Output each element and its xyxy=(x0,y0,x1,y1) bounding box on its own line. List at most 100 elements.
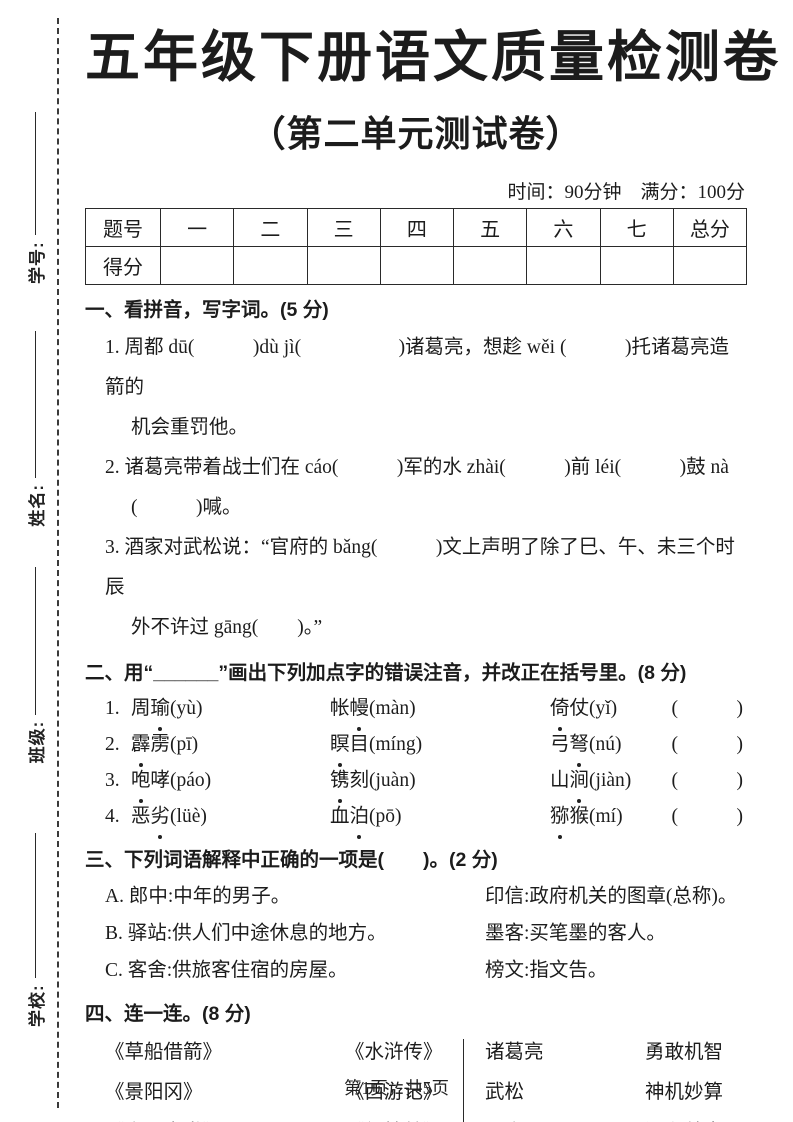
phonetic-row: 1. 周瑜(yù) 帐幔(màn) 倚仗(yǐ) ( ) xyxy=(85,691,747,727)
match-book[interactable]: 《红楼梦》 xyxy=(345,1113,485,1122)
term-cell: 2. 霹雳(pī) xyxy=(105,727,330,763)
question-item: 3. 酒家对武松说：“官府的 bǎng( )文上声明了除了巳、午、未三个时辰 外… xyxy=(85,528,747,648)
answer-blank[interactable]: ( ) xyxy=(671,806,744,828)
term-pre: 恶 xyxy=(131,806,151,828)
answer-blank[interactable]: ( ) xyxy=(671,734,744,756)
term-post: 雳(pī) xyxy=(150,734,199,756)
term-cell: 倚仗(yǐ) xyxy=(550,691,672,727)
vertical-divider xyxy=(463,1038,464,1122)
term-pre: 帐 xyxy=(330,698,350,720)
match-book[interactable]: 《西游记》 xyxy=(345,1081,443,1103)
student-id-label: 学号: xyxy=(27,241,47,284)
term-pre: 山 xyxy=(550,770,570,792)
term-pre: 弓 xyxy=(550,734,570,756)
match-character[interactable]: 武松 xyxy=(485,1081,525,1103)
score-cell[interactable] xyxy=(306,245,381,285)
score-row: 得分 xyxy=(85,245,748,285)
match-trait[interactable]: 温和善良 xyxy=(645,1113,747,1122)
school-field: 学校: xyxy=(23,763,48,1027)
dotted-char: 镌 xyxy=(330,763,350,799)
question-line: 机会重罚他。 xyxy=(131,416,249,438)
class-field: 班级: xyxy=(23,527,48,764)
student-info-rail: 学校: 班级: 姓名: 学号: xyxy=(0,0,70,1122)
name-blank-line[interactable] xyxy=(34,330,36,478)
section1-heading: 一、看拼音，写字词。(5 分) xyxy=(85,298,329,321)
question-line: ( )喊。 xyxy=(131,496,242,518)
matching-area: 《草船借箭》 《水浒传》 诸葛亮 勇敢机智 《景阳冈》 《西游记》 武松 神机妙… xyxy=(85,1033,747,1122)
score-cell[interactable] xyxy=(672,245,748,285)
page-number: 第1页，共5页 xyxy=(344,1078,449,1098)
term-post: 哮(páo) xyxy=(150,770,212,792)
item-number: 3. xyxy=(105,770,120,792)
match-title[interactable]: 《猴王出世》 xyxy=(105,1113,345,1122)
seal-dashed-line xyxy=(57,18,59,1108)
phonetic-row: 2. 霹雳(pī) 瞑目(míng) 弓弩(nú) ( ) xyxy=(85,727,747,763)
term-post: (pō) xyxy=(369,806,402,828)
choice-row: C. 客舍:供旅客住宿的房屋。 榜文:指文告。 xyxy=(85,952,747,989)
dotted-char: 咆 xyxy=(131,763,151,799)
term-cell: 猕猴(mí) xyxy=(550,799,672,835)
choice-row: B. 驿站:供人们中途休息的地方。 墨客:买笔墨的客人。 xyxy=(85,915,747,952)
term-cell: 山涧(jiàn) xyxy=(550,763,672,799)
term-post: (jiàn) xyxy=(589,770,632,792)
term-cell: 4. 恶劣(lüè) xyxy=(105,799,330,835)
paper-content: 五年级下册语文质量检测卷 （第二单元测试卷） 时间：90分钟 满分：100分 题… xyxy=(85,0,778,1122)
col-header: 一 xyxy=(159,207,235,247)
match-character[interactable]: 石猴 xyxy=(485,1113,645,1122)
student-id-field: 学号: xyxy=(23,112,48,284)
question-item: 1. 周都 dū( )dù jì( )诸葛亮，想趁 wěi ( )托诸葛亮造箭的… xyxy=(85,328,747,448)
term-cell: 3. 咆哮(páo) xyxy=(105,763,330,799)
score-cell[interactable] xyxy=(452,245,528,285)
class-blank-line[interactable] xyxy=(34,566,36,715)
answer-blank[interactable]: ( ) xyxy=(671,698,744,720)
section3-heading: 三、下列词语解释中正确的一项是( )。(2 分) xyxy=(85,849,498,872)
score-cell[interactable] xyxy=(526,245,601,285)
term-post: 猴(mí) xyxy=(569,806,623,828)
term-post: 目(míng) xyxy=(349,734,423,756)
dotted-char: 幔 xyxy=(350,691,370,727)
question-item: 2. 诸葛亮带着战士们在 cáo( )军的水 zhài( )前 léi( )鼓 … xyxy=(85,448,747,528)
dotted-char: 涧 xyxy=(570,763,590,799)
school-blank-line[interactable] xyxy=(34,833,36,979)
match-title[interactable]: 《景阳冈》 xyxy=(105,1081,203,1103)
match-character[interactable]: 诸葛亮 xyxy=(485,1041,544,1063)
term-cell: 帐幔(màn) xyxy=(330,691,550,727)
score-cell[interactable] xyxy=(159,245,235,285)
student-id-blank-line[interactable] xyxy=(34,112,36,236)
term-pre: 周 xyxy=(131,698,151,720)
term-post: 仗(yǐ) xyxy=(569,698,618,720)
page-subtitle: （第二单元测试卷） xyxy=(249,113,583,154)
col-header: 六 xyxy=(526,207,601,247)
section2-heading: 二、用“______”画出下列加点字的错误注音，并改正在括号里。(8 分) xyxy=(85,661,687,684)
match-trait[interactable]: 神机妙算 xyxy=(645,1081,724,1103)
col-header: 七 xyxy=(599,207,674,247)
question-line: 外不许过 gāng( )。” xyxy=(131,616,323,638)
col-header: 二 xyxy=(233,207,308,247)
term-post: (yù) xyxy=(170,698,203,720)
col-header: 四 xyxy=(379,207,455,247)
match-title[interactable]: 《草船借箭》 xyxy=(105,1041,223,1063)
dotted-char: 霹 xyxy=(131,727,151,763)
dotted-char: 劣 xyxy=(151,799,171,835)
class-label: 班级: xyxy=(27,720,47,764)
name-label: 姓名: xyxy=(27,483,47,527)
term-post: (màn) xyxy=(369,698,416,720)
match-row: 《景阳冈》 《西游记》 武松 神机妙算 xyxy=(105,1073,747,1113)
choice-option-c[interactable]: C. 客舍:供旅客住宿的房屋。 xyxy=(105,960,348,982)
score-cell[interactable] xyxy=(599,245,674,285)
choice-option-b[interactable]: B. 驿站:供人们中途休息的地方。 xyxy=(105,923,387,945)
school-label: 学校: xyxy=(27,984,47,1027)
choice-option-a[interactable]: A. 郎中:中年的男子。 xyxy=(105,886,291,908)
score-cell[interactable] xyxy=(379,245,455,285)
match-book[interactable]: 《水浒传》 xyxy=(345,1041,443,1063)
answer-blank[interactable]: ( ) xyxy=(671,770,744,792)
item-number: 4. xyxy=(105,806,120,828)
term-cell: 1. 周瑜(yù) xyxy=(105,691,330,727)
name-field: 姓名: xyxy=(23,284,48,527)
dotted-char: 瑜 xyxy=(151,691,171,727)
definition-text: 榜文:指文告。 xyxy=(485,960,608,982)
term-cell: 血泊(pō) xyxy=(330,799,550,835)
question-line: 3. 酒家对武松说：“官府的 bǎng( )文上声明了除了巳、午、未三个时辰 xyxy=(105,536,735,598)
match-trait[interactable]: 勇敢机智 xyxy=(645,1041,724,1063)
score-cell[interactable] xyxy=(233,245,308,285)
